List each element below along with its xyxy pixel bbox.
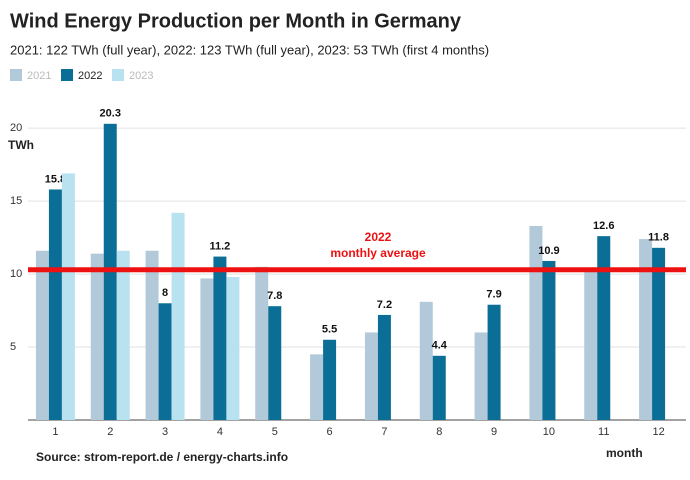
y-tick-label: 15 bbox=[10, 195, 22, 207]
average-label: monthly average bbox=[330, 246, 426, 260]
x-tick-label: 8 bbox=[436, 426, 442, 438]
bar bbox=[487, 304, 501, 420]
data-label: 20.3 bbox=[100, 108, 121, 120]
data-label: 7.2 bbox=[377, 299, 392, 311]
x-tick-label: 12 bbox=[652, 426, 664, 438]
x-tick-label: 1 bbox=[52, 426, 58, 438]
bar bbox=[597, 236, 611, 420]
legend-label: 2021 bbox=[27, 70, 51, 82]
data-label: 4.4 bbox=[432, 340, 448, 352]
bar bbox=[310, 354, 324, 420]
data-label: 12.6 bbox=[593, 220, 614, 232]
bar bbox=[652, 247, 666, 420]
x-tick-label: 4 bbox=[217, 426, 223, 438]
bar bbox=[639, 239, 653, 420]
bar bbox=[474, 332, 488, 420]
data-label: 7.8 bbox=[267, 290, 282, 302]
bar bbox=[48, 189, 62, 420]
bar bbox=[171, 212, 185, 420]
chart-title: Wind Energy Production per Month in Germ… bbox=[10, 10, 462, 32]
bar bbox=[158, 303, 172, 420]
chart-subtitle: 2021: 122 TWh (full year), 2022: 123 TWh… bbox=[10, 42, 489, 57]
data-label: 11.8 bbox=[648, 232, 669, 244]
x-axis-label: month bbox=[606, 446, 643, 460]
x-tick-label: 11 bbox=[598, 426, 609, 438]
bar bbox=[116, 250, 130, 420]
bar bbox=[364, 332, 378, 420]
x-tick-label: 7 bbox=[381, 426, 387, 438]
average-label: 2022 bbox=[365, 230, 392, 244]
bar bbox=[90, 253, 104, 420]
bar bbox=[35, 250, 49, 420]
data-label: 5.5 bbox=[322, 324, 337, 336]
bar bbox=[268, 306, 282, 420]
x-tick-label: 6 bbox=[327, 426, 333, 438]
legend-label: 2022 bbox=[78, 70, 102, 82]
bar bbox=[529, 225, 543, 420]
y-axis-label: TWh bbox=[8, 138, 34, 152]
x-tick-label: 5 bbox=[272, 426, 278, 438]
data-label: 10.9 bbox=[538, 245, 559, 257]
bar bbox=[226, 277, 240, 420]
bar bbox=[419, 301, 433, 420]
data-label: 8 bbox=[162, 287, 168, 299]
legend-swatch bbox=[112, 69, 124, 81]
legend-swatch bbox=[61, 69, 73, 81]
x-tick-label: 2 bbox=[107, 426, 113, 438]
x-tick-label: 3 bbox=[162, 426, 168, 438]
data-label: 15.8 bbox=[45, 173, 66, 185]
source: Source: strom-report.de / energy-charts.… bbox=[36, 450, 288, 464]
x-tick-label: 10 bbox=[543, 426, 555, 438]
bar bbox=[584, 269, 598, 420]
y-tick-label: 10 bbox=[10, 268, 22, 280]
bar bbox=[542, 260, 556, 420]
bar bbox=[377, 314, 391, 420]
x-tick-label: 9 bbox=[491, 426, 497, 438]
legend-swatch bbox=[10, 69, 22, 81]
bar bbox=[213, 256, 227, 420]
bar bbox=[323, 339, 337, 420]
bar bbox=[255, 266, 269, 420]
legend-label: 2023 bbox=[129, 70, 153, 82]
bar bbox=[61, 173, 75, 420]
bar bbox=[145, 250, 159, 420]
data-label: 11.2 bbox=[210, 240, 231, 252]
data-label: 7.9 bbox=[486, 289, 501, 301]
bar bbox=[200, 278, 214, 420]
bar bbox=[432, 355, 446, 420]
y-tick-label: 5 bbox=[10, 341, 16, 353]
y-tick-label: 20 bbox=[10, 122, 22, 134]
